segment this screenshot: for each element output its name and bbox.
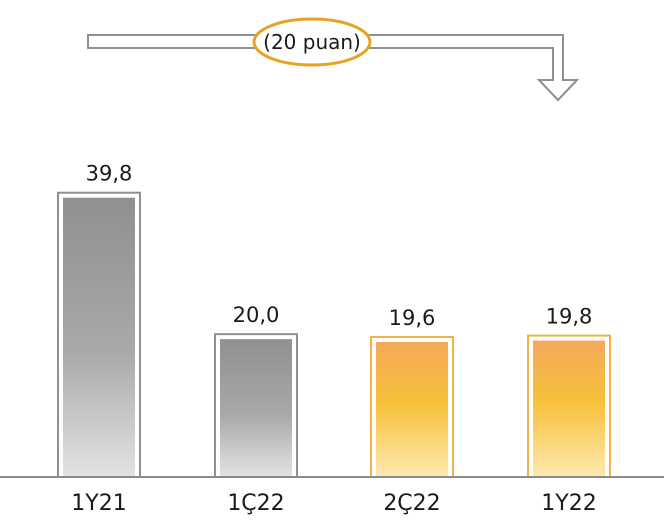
bar-value-label: 19,8	[546, 305, 593, 329]
x-tick-label: 1Y21	[71, 491, 126, 516]
x-axis-tick-labels: 1Y21 1Ç22 2Ç22 1Y22	[71, 491, 596, 516]
bar-fill	[533, 340, 605, 477]
value-labels-layer: 39,8 20,0 19,6 19,8	[86, 162, 593, 330]
bar-value-label: 20,0	[233, 303, 280, 327]
bars-layer	[57, 191, 611, 479]
x-tick-label: 1Y22	[541, 491, 596, 516]
bar-1Ç22	[214, 333, 298, 478]
x-tick-label: 2Ç22	[383, 491, 440, 516]
bar-2Ç22	[370, 336, 454, 478]
bar-1Y21	[57, 191, 141, 478]
annotation-text: (20 puan)	[263, 30, 361, 54]
change-annotation: (20 puan)	[252, 17, 372, 67]
bar-value-label: 19,6	[389, 306, 436, 330]
bar-1Y22	[527, 334, 611, 479]
bar-fill	[63, 197, 135, 477]
annotation-ellipse	[252, 17, 372, 67]
bar-value-label: 39,8	[86, 162, 133, 186]
bar-fill	[220, 339, 292, 477]
bar-fill	[376, 342, 448, 477]
x-tick-label: 1Ç22	[227, 491, 284, 516]
